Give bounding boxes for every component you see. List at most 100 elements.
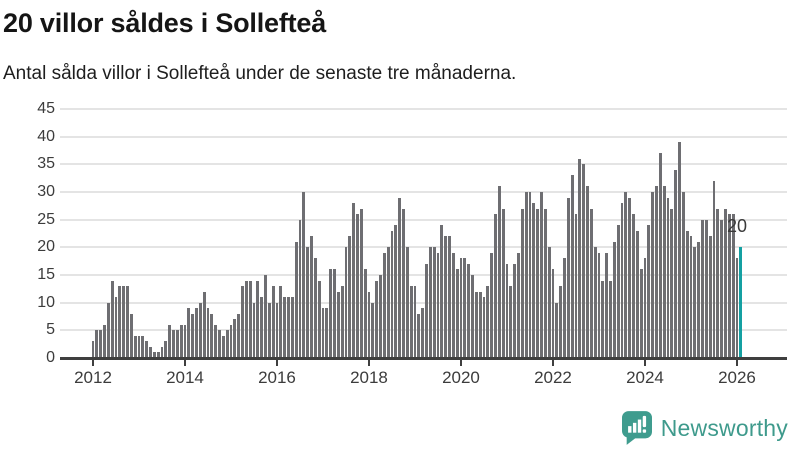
y-axis-label: 45	[37, 100, 55, 117]
bar	[643, 258, 647, 358]
bar	[593, 247, 597, 358]
bar	[283, 297, 287, 358]
bar	[164, 341, 168, 358]
bar	[494, 214, 497, 358]
bar	[685, 230, 689, 358]
bar	[233, 319, 237, 358]
bar	[313, 258, 317, 358]
bar	[628, 197, 632, 358]
y-axis-label: 5	[46, 321, 55, 339]
bar	[647, 225, 651, 358]
bar	[106, 302, 110, 358]
bar	[543, 208, 547, 358]
bar	[455, 269, 459, 358]
bar	[352, 203, 356, 358]
bar	[137, 335, 141, 358]
bar	[463, 258, 467, 358]
bar	[168, 324, 172, 358]
bar	[122, 286, 126, 358]
bar	[367, 291, 371, 358]
bar	[306, 247, 310, 358]
bar	[110, 280, 114, 358]
bar	[708, 236, 712, 358]
bar	[735, 258, 739, 358]
chart-subtitle: Antal sålda villor i Sollefteå under de …	[3, 63, 517, 84]
bar	[497, 186, 501, 358]
y-axis-label: 25	[37, 210, 55, 228]
x-axis-tick	[367, 360, 370, 366]
x-axis-label: 2020	[442, 368, 480, 387]
bar	[704, 219, 708, 358]
bar	[206, 308, 210, 358]
bar	[156, 352, 160, 358]
bar	[570, 175, 574, 358]
bar	[256, 280, 260, 358]
bar	[405, 247, 409, 358]
bar	[183, 324, 187, 358]
bar	[267, 302, 271, 358]
bar	[632, 214, 635, 358]
bar	[348, 236, 352, 358]
bar	[294, 241, 298, 358]
gridline	[60, 274, 787, 276]
bar	[559, 286, 563, 358]
bar	[662, 186, 666, 358]
bar	[589, 208, 593, 358]
x-axis-label: 2022	[534, 368, 572, 387]
bar	[716, 208, 720, 358]
bar	[310, 236, 313, 358]
bar	[195, 308, 198, 358]
bar	[187, 308, 191, 358]
bar	[597, 252, 601, 358]
x-axis-tick	[459, 360, 462, 366]
bar	[118, 286, 122, 358]
bar	[114, 297, 118, 358]
bar	[624, 192, 628, 358]
x-axis-line	[60, 357, 787, 360]
bar	[459, 258, 463, 358]
bar	[333, 269, 336, 358]
bar	[390, 230, 394, 358]
bar	[179, 324, 183, 358]
bar	[436, 252, 440, 358]
bar	[413, 286, 417, 358]
bar	[264, 275, 267, 358]
bar	[639, 269, 643, 358]
y-axis-label: 15	[37, 266, 55, 283]
bar	[467, 263, 471, 358]
gridline	[60, 108, 787, 110]
bar	[133, 335, 137, 358]
bar	[651, 192, 655, 358]
bar	[566, 197, 570, 358]
bar	[99, 330, 103, 358]
chart-title: 20 villor såldes i Sollefteå	[3, 8, 327, 38]
bar	[379, 275, 382, 358]
bar	[609, 280, 612, 358]
bar	[478, 291, 482, 358]
bar	[336, 291, 340, 358]
highlighted-bar	[739, 247, 743, 358]
bar	[149, 346, 152, 358]
bar	[210, 313, 214, 358]
bar	[540, 192, 543, 358]
latest-value-label: 20	[727, 216, 748, 236]
x-axis-tick	[92, 360, 94, 366]
bar	[666, 197, 670, 358]
brand-name: Newsworthy	[660, 414, 788, 441]
bar	[616, 225, 620, 358]
bar	[658, 153, 662, 358]
x-axis-label: 2012	[74, 368, 112, 387]
bar	[563, 258, 566, 358]
bar	[681, 192, 685, 358]
bar	[275, 302, 279, 358]
bar	[382, 252, 386, 358]
bar	[520, 208, 524, 358]
bar	[126, 286, 129, 358]
bar	[471, 275, 474, 358]
bar	[221, 335, 225, 358]
bar	[712, 180, 716, 358]
bar	[237, 313, 241, 358]
bar	[218, 330, 221, 358]
bar	[509, 286, 513, 358]
